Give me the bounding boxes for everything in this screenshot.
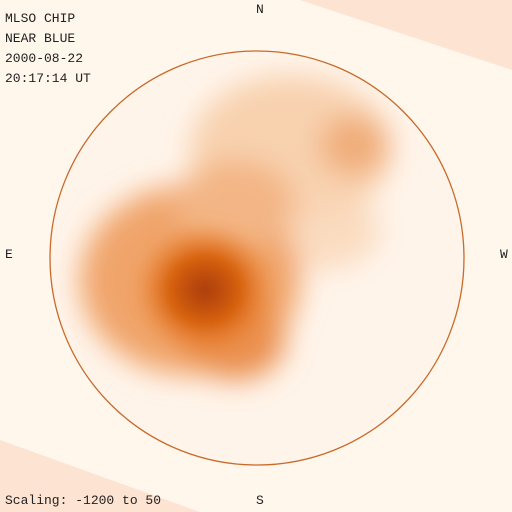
emission-regions (80, 75, 390, 380)
corner-band (0, 440, 200, 512)
header-line: MLSO CHIP (5, 11, 75, 26)
corner-band (300, 0, 512, 70)
direction-label: N (256, 2, 264, 17)
header-line: 20:17:14 UT (5, 71, 91, 86)
scaling-label: Scaling: -1200 to 50 (5, 493, 161, 508)
limb (49, 50, 465, 466)
direction-label: E (5, 247, 13, 262)
direction-label: W (500, 247, 508, 262)
header-line: NEAR BLUE (5, 31, 75, 46)
direction-label: S (256, 493, 264, 508)
header-line: 2000-08-22 (5, 51, 83, 66)
